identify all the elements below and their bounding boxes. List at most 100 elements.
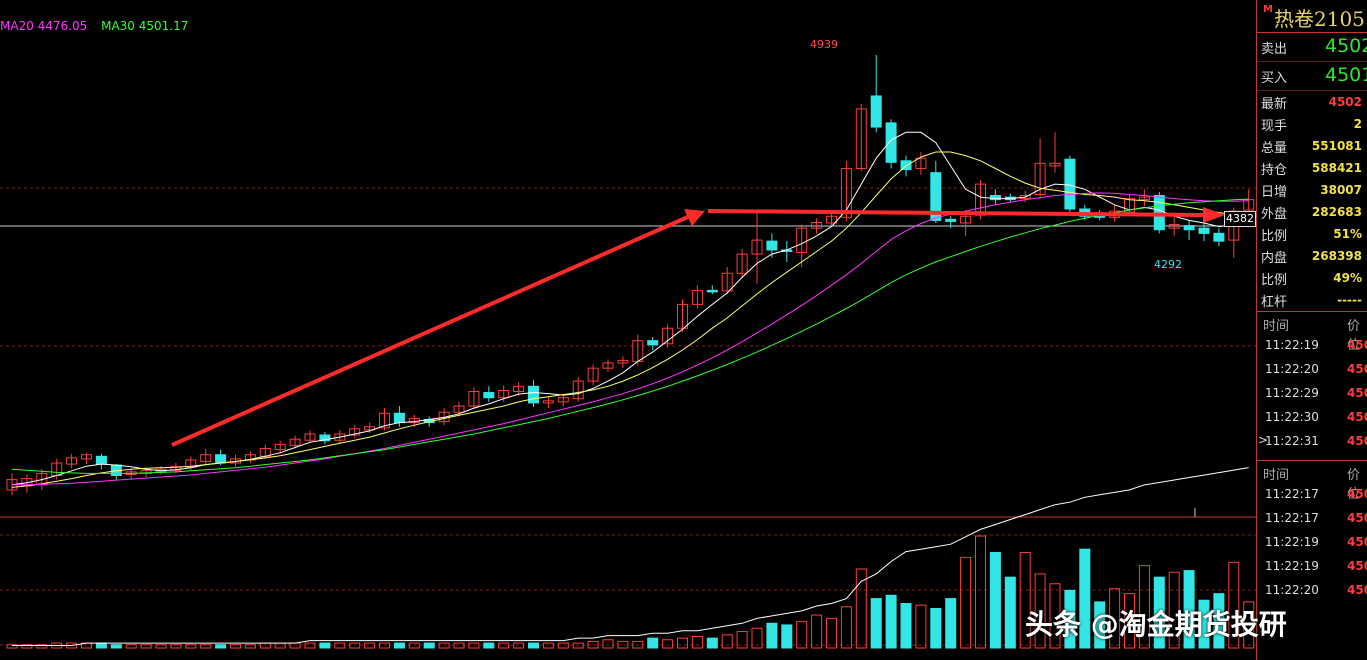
volume-bar (1079, 548, 1091, 649)
candle-body (140, 469, 152, 474)
volume-bar (1019, 551, 1031, 649)
volume-bar (1064, 589, 1076, 649)
stat-value: 49% (1333, 271, 1362, 285)
stat-label: 日增 (1261, 185, 1288, 200)
volume-bar (975, 535, 986, 649)
stat-label: 现手 (1261, 119, 1288, 134)
stat-row: 最新 4502 (1257, 91, 1367, 113)
candle-body (915, 157, 927, 170)
candle-body (1064, 158, 1076, 210)
tick-price: 450 (1347, 559, 1367, 573)
price-chart[interactable]: 4939 4292 (0, 0, 1256, 660)
stat-value: 4502 (1328, 95, 1362, 109)
volume-bar (215, 644, 227, 649)
volume-bar (781, 624, 793, 649)
candle-body (1019, 195, 1031, 200)
tick-time: 11:22:17 (1265, 487, 1319, 501)
stat-row: 内盘 268398 (1257, 245, 1367, 267)
ticks-price-header: 价位 (1347, 319, 1361, 353)
tick-price: 450 (1347, 583, 1367, 597)
candle-body (1168, 224, 1180, 229)
tick-row[interactable]: >11:22:31 450 (1257, 430, 1367, 454)
tick-row[interactable]: 11:22:20 450 (1257, 579, 1367, 603)
candle-body (200, 454, 212, 462)
ma20-legend: MA20 4476.05 (0, 19, 88, 33)
candle-body (989, 195, 1001, 201)
candle-body (766, 240, 778, 251)
tick-row[interactable]: 11:22:19 450 (1257, 334, 1367, 358)
volume-bar (840, 606, 852, 649)
candle-body (379, 412, 390, 429)
tick-row[interactable]: 11:22:29 450 (1257, 382, 1367, 406)
candle-body (691, 289, 703, 305)
candle-body (393, 412, 405, 424)
stat-value: ----- (1337, 293, 1362, 307)
tick-time: 11:22:20 (1265, 362, 1319, 376)
volume-bar (1243, 601, 1255, 649)
volume-bar (36, 644, 48, 649)
tick-time: 11:22:19 (1265, 535, 1319, 549)
stat-row: 现手 2 (1257, 113, 1367, 135)
ticks-price-header-2: 价位 (1347, 468, 1361, 502)
tick-row[interactable]: 11:22:19 450 (1257, 531, 1367, 555)
ticks-header: 时间 价位 (1257, 311, 1367, 353)
volume-bar (289, 642, 301, 649)
tick-time: 11:22:31 (1265, 434, 1319, 448)
candlesticks (6, 55, 1255, 496)
volume-bar (1153, 576, 1165, 649)
volume-bar (21, 644, 33, 649)
volume-bar (468, 642, 480, 649)
stat-label: 总量 (1261, 141, 1288, 156)
volume-bar (930, 607, 942, 649)
volume-bar (989, 551, 1001, 649)
volume-bar (572, 642, 584, 649)
low-price-label: 4292 (1154, 258, 1182, 271)
market-flag: M (1263, 4, 1273, 15)
volume-bar (438, 642, 450, 649)
symbol-header[interactable]: M 热卷2105 (1257, 0, 1367, 33)
volume-bar (870, 598, 882, 649)
candle-body (334, 433, 346, 441)
grid-lines (0, 187, 1256, 646)
crosshair-price-tag: 4382 (1224, 211, 1256, 227)
buy-row: 买入 4501 (1257, 62, 1367, 91)
volume-bar (811, 614, 823, 649)
ticks-time-header: 时间 (1263, 319, 1290, 334)
volume-bar (170, 644, 182, 649)
stats-list: 最新 4502 现手 2 总量 551081 持仓 588421 日增 38007 外盘 282683… (1257, 91, 1367, 311)
volume-bar (453, 642, 465, 649)
candle-body (647, 340, 659, 346)
tick-row[interactable]: 11:22:30 450 (1257, 406, 1367, 430)
sideways-arrow-shaft (707, 209, 1206, 217)
candle-body (826, 215, 837, 224)
candle-body (1049, 162, 1061, 167)
ticks-list[interactable]: 11:22:1945011:22:2045011:22:2945011:22:3… (1257, 334, 1367, 454)
volume-bar (557, 642, 569, 649)
volume-bar (185, 644, 197, 649)
stat-value: 51% (1333, 227, 1362, 241)
sideways-arrow-head (1203, 207, 1225, 223)
volume-bar (1138, 565, 1150, 649)
volume-bar (1124, 593, 1135, 649)
tick-price: 450 (1347, 362, 1367, 376)
sell-value: 4502 (1325, 35, 1367, 57)
volume-bar (349, 642, 361, 649)
candle-body (796, 227, 808, 254)
candle-body (870, 95, 882, 128)
ticks-time-header-2: 时间 (1263, 468, 1290, 483)
candle-body (960, 215, 972, 224)
stat-row: 比例 49% (1257, 267, 1367, 289)
tick-row[interactable]: 11:22:17 450 (1257, 483, 1367, 507)
tick-row[interactable]: 11:22:19 450 (1257, 555, 1367, 579)
tick-time: 11:22:29 (1265, 386, 1319, 400)
ticks-list-2[interactable]: 11:22:1745011:22:1745011:22:1945011:22:1… (1257, 483, 1367, 603)
candle-body (349, 428, 361, 436)
volume-bar (662, 639, 674, 649)
tick-row[interactable]: 11:22:20 450 (1257, 358, 1367, 382)
uptrend-arrow-head (684, 209, 705, 226)
candle-body (1034, 162, 1046, 195)
stat-value: 551081 (1311, 139, 1362, 153)
tick-row[interactable]: 11:22:17 450 (1257, 507, 1367, 531)
volume-bar (379, 642, 390, 649)
volume-bar (498, 642, 510, 649)
